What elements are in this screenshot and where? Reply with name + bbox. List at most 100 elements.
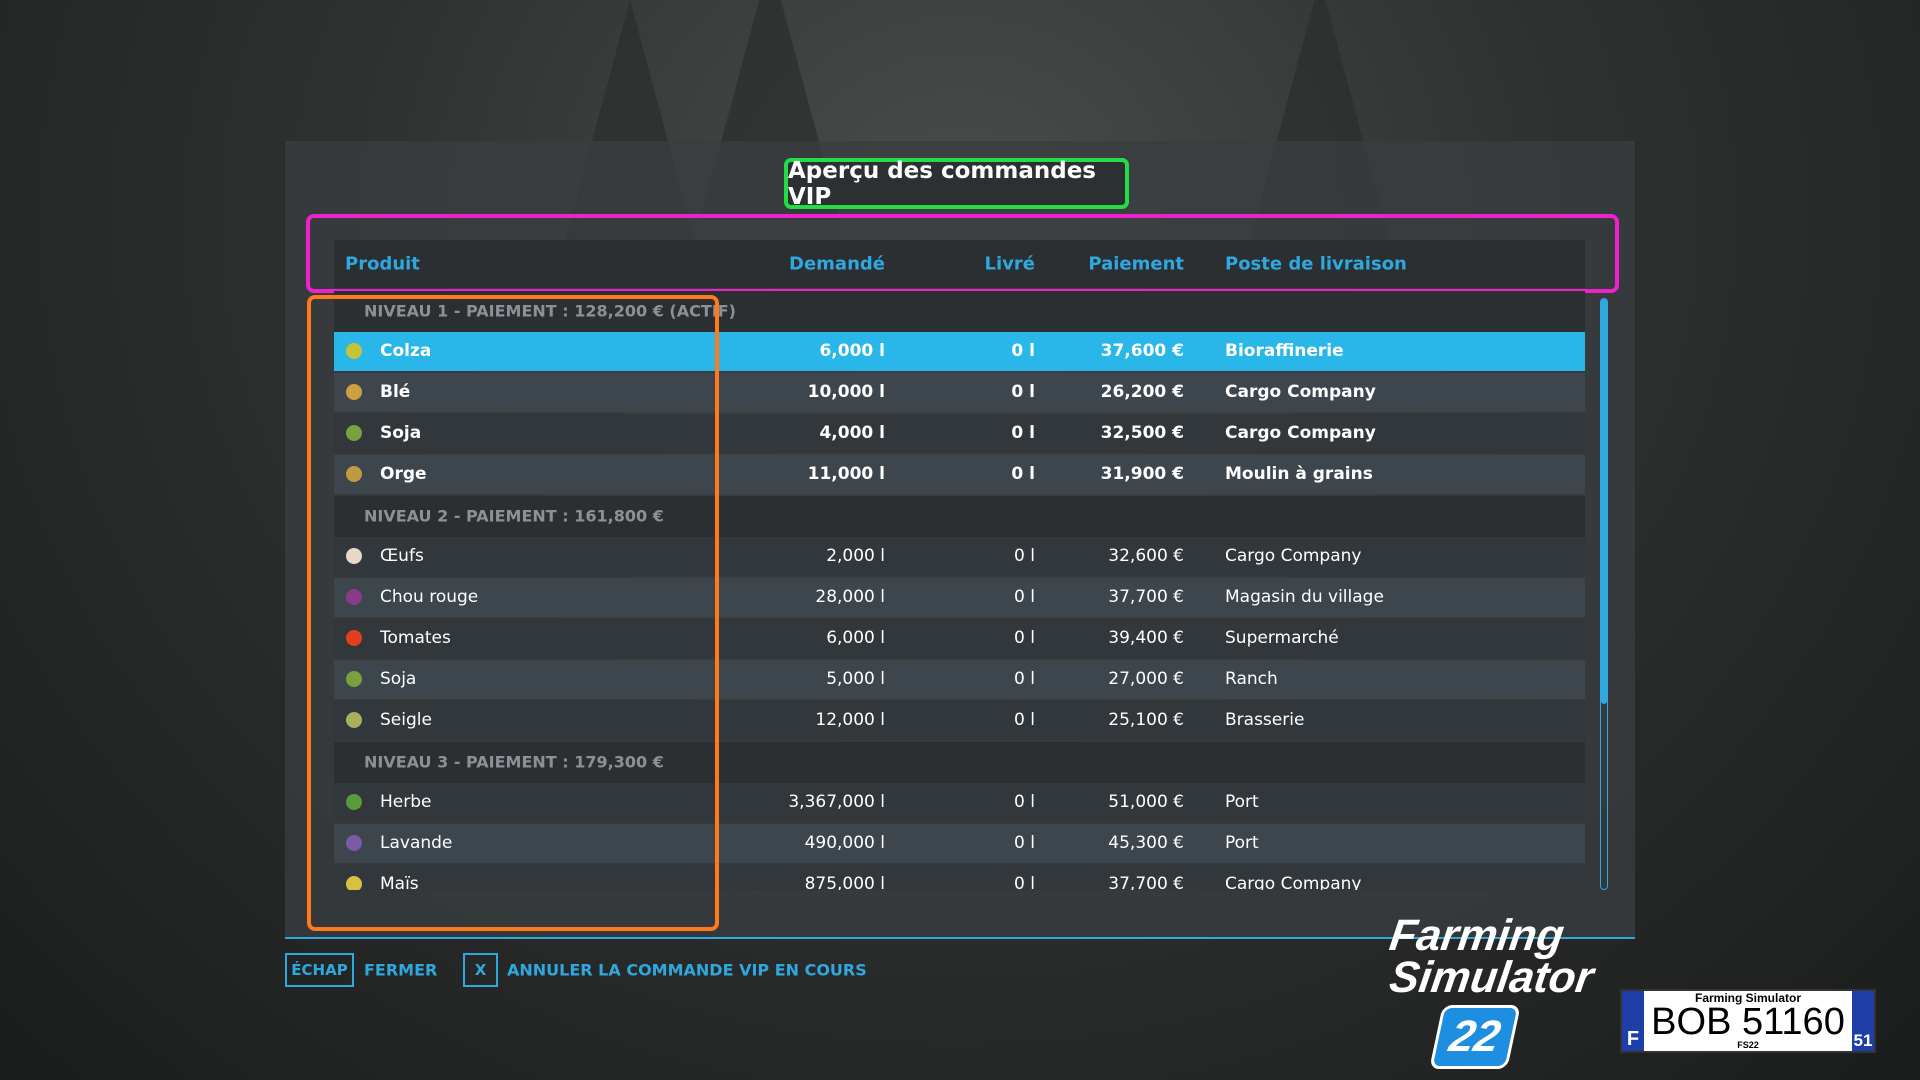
group-label: NIVEAU 2 - PAIEMENT : 161,800 € <box>364 506 664 526</box>
logo: Farming Simulator 22 <box>1386 911 1597 1069</box>
destination: Cargo Company <box>1225 546 1362 566</box>
plate-top: Farming Simulator <box>1694 991 1801 1005</box>
delivered: 0 l <box>1014 546 1035 566</box>
column-header[interactable]: Paiement <box>1088 253 1184 275</box>
product-icon <box>346 466 362 482</box>
highlight-products <box>307 295 719 931</box>
order-row[interactable]: Chou rouge 28,000 l 0 l 37,700 € Magasin du … <box>334 577 1585 617</box>
order-row[interactable]: Seigle 12,000 l 0 l 25,100 € Brasserie <box>334 700 1585 740</box>
delivered: 0 l <box>1011 423 1035 443</box>
key-hint[interactable]: ÉCHAP <box>285 953 354 987</box>
button-label[interactable]: ANNULER LA COMMANDE VIP EN COURS <box>507 960 867 980</box>
product: Soja <box>380 669 417 689</box>
logo-text: Simulator <box>1386 953 1597 1002</box>
button-label[interactable]: FERMER <box>364 960 438 980</box>
highlight-header <box>306 214 1619 293</box>
order-row[interactable]: Herbe 3,367,000 l 0 l 51,000 € Port <box>334 782 1585 822</box>
payment: 31,900 € <box>1100 464 1184 484</box>
plate-number: BOB 51160 <box>1651 1001 1845 1043</box>
delivered: 0 l <box>1014 710 1035 730</box>
requested: 28,000 l <box>815 587 885 607</box>
destination: Brasserie <box>1225 710 1305 730</box>
requested: 2,000 l <box>826 546 885 566</box>
payment: 39,400 € <box>1108 628 1184 648</box>
payment: 37,700 € <box>1108 587 1184 607</box>
column-header[interactable]: Demandé <box>789 253 885 275</box>
destination: Moulin à grains <box>1225 464 1373 484</box>
destination: Magasin du village <box>1225 587 1384 607</box>
order-row[interactable]: Soja 4,000 l 0 l 32,500 € Cargo Company <box>334 413 1585 453</box>
requested: 6,000 l <box>826 628 885 648</box>
scroll-thumb[interactable] <box>1601 299 1607 704</box>
plate-country: F <box>1622 991 1644 1051</box>
delivered: 0 l <box>1014 587 1035 607</box>
destination: Cargo Company <box>1225 382 1376 402</box>
requested: 4,000 l <box>819 423 885 443</box>
destination: Port <box>1225 792 1259 812</box>
order-row[interactable]: Blé 10,000 l 0 l 26,200 € Cargo Company <box>334 372 1585 412</box>
title: Aperçu des commandes VIP <box>784 158 1129 210</box>
requested: 12,000 l <box>815 710 885 730</box>
product: Œufs <box>380 546 424 566</box>
product-icon <box>346 589 362 605</box>
column-header[interactable]: Livré <box>984 253 1035 275</box>
plate-sub: FS22 <box>1737 1040 1759 1050</box>
destination: Cargo Company <box>1225 423 1376 443</box>
group-label: NIVEAU 1 - PAIEMENT : 128,200 € (ACTIF) <box>364 301 736 321</box>
order-row[interactable]: Colza 6,000 l 0 l 37,600 € Bioraffinerie <box>334 331 1585 371</box>
product: Tomates <box>380 628 451 648</box>
product: Herbe <box>380 792 432 812</box>
product-icon <box>346 712 362 728</box>
footer-line <box>285 937 1635 939</box>
order-row[interactable]: Maïs 875,000 l 0 l 37,700 € Cargo Company <box>334 864 1585 890</box>
product: Orge <box>380 464 427 484</box>
payment: 26,200 € <box>1100 382 1184 402</box>
product-icon <box>346 630 362 646</box>
payment: 32,500 € <box>1100 423 1184 443</box>
delivered: 0 l <box>1014 628 1035 648</box>
product: Blé <box>380 382 411 402</box>
product-icon <box>346 548 362 564</box>
logo-text: Farming <box>1386 911 1568 960</box>
requested: 875,000 l <box>804 874 885 890</box>
payment: 37,600 € <box>1100 341 1184 361</box>
key-hint[interactable]: X <box>463 953 498 987</box>
destination: Cargo Company <box>1225 874 1362 890</box>
order-row[interactable]: Tomates 6,000 l 0 l 39,400 € Supermarché <box>334 618 1585 658</box>
scrollbar[interactable] <box>1600 298 1608 890</box>
order-row[interactable]: Œufs 2,000 l 0 l 32,600 € Cargo Company <box>334 536 1585 576</box>
product-icon <box>346 384 362 400</box>
destination: Bioraffinerie <box>1225 341 1344 361</box>
product-icon <box>346 794 362 810</box>
requested: 6,000 l <box>819 341 885 361</box>
payment: 45,300 € <box>1108 833 1184 853</box>
plate-region: 51 <box>1852 991 1874 1051</box>
requested: 5,000 l <box>826 669 885 689</box>
table-header <box>334 240 1585 288</box>
product-icon <box>346 343 362 359</box>
order-row[interactable]: Soja 5,000 l 0 l 27,000 € Ranch <box>334 659 1585 699</box>
payment: 32,600 € <box>1108 546 1184 566</box>
destination: Supermarché <box>1225 628 1339 648</box>
product-icon <box>346 425 362 441</box>
requested: 3,367,000 l <box>788 792 885 812</box>
product-icon <box>346 671 362 687</box>
requested: 11,000 l <box>807 464 885 484</box>
logo-number: 22 <box>1429 1005 1521 1069</box>
delivered: 0 l <box>1014 874 1035 890</box>
requested: 490,000 l <box>804 833 885 853</box>
delivered: 0 l <box>1014 669 1035 689</box>
product: Chou rouge <box>380 587 479 607</box>
payment: 25,100 € <box>1108 710 1184 730</box>
destination: Port <box>1225 833 1259 853</box>
product: Colza <box>380 341 432 361</box>
column-header[interactable]: Poste de livraison <box>1225 253 1407 275</box>
payment: 51,000 € <box>1108 792 1184 812</box>
order-row[interactable]: Lavande 490,000 l 0 l 45,300 € Port <box>334 823 1585 863</box>
group-row: NIVEAU 3 - PAIEMENT : 179,300 € <box>334 741 1585 783</box>
delivered: 0 l <box>1011 464 1035 484</box>
column-header[interactable]: Produit <box>345 253 420 275</box>
destination: Ranch <box>1225 669 1278 689</box>
order-row[interactable]: Orge 11,000 l 0 l 31,900 € Moulin à grains <box>334 454 1585 494</box>
